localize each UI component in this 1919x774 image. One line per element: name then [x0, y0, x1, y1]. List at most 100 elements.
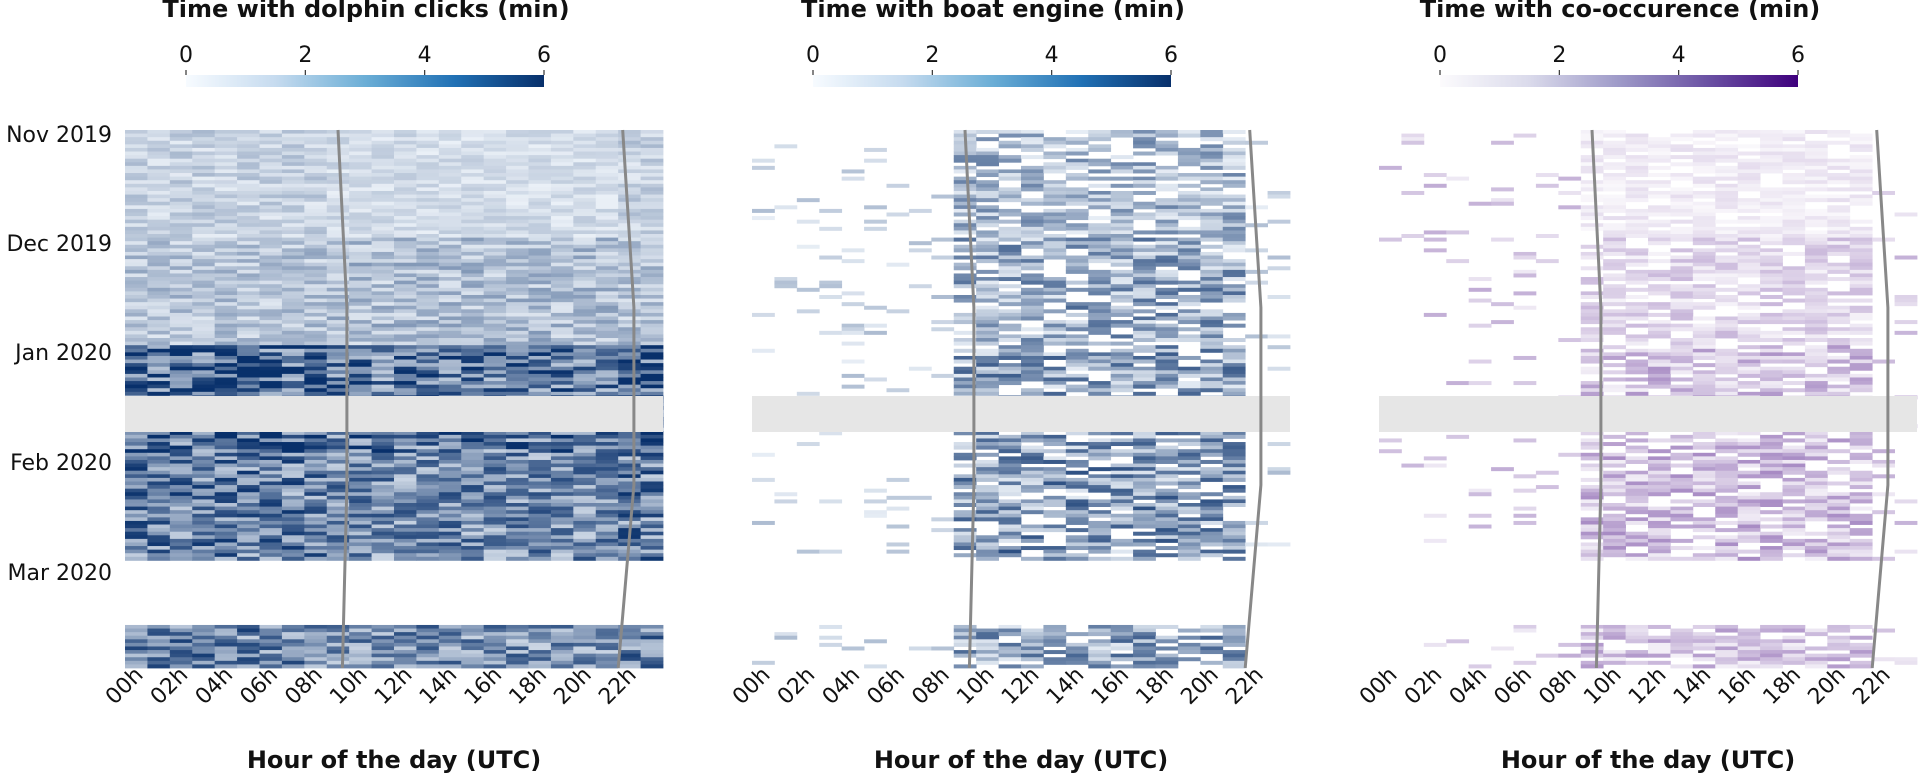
heatmap-cell [438, 155, 462, 160]
heatmap-cell [1110, 255, 1134, 260]
heatmap-cell [819, 294, 843, 299]
heatmap-cell [640, 495, 664, 500]
heatmap-cell [125, 363, 148, 368]
heatmap-cell [1177, 151, 1201, 156]
heatmap-cell [640, 223, 664, 228]
heatmap-cell [1021, 219, 1044, 224]
heatmap-cell [1088, 133, 1112, 138]
heatmap-cell [483, 320, 507, 325]
heatmap-cell [953, 244, 977, 249]
heatmap-cell [1670, 198, 1694, 203]
heatmap-cell [259, 198, 283, 203]
heatmap-cell [416, 503, 440, 507]
heatmap-cell [438, 234, 462, 238]
heatmap-cell [125, 542, 148, 547]
heatmap-cell [192, 434, 216, 439]
heatmap-cell [976, 158, 999, 163]
heatmap-cell [349, 449, 372, 454]
heatmap-cell [281, 244, 305, 249]
heatmap-cell [618, 341, 641, 346]
heatmap-cell [237, 320, 260, 325]
heatmap-cell [147, 449, 171, 454]
heatmap-cell [192, 198, 216, 203]
heatmap-cell [214, 305, 238, 310]
heatmap-cell [438, 309, 462, 314]
heatmap-cell [1715, 187, 1739, 192]
heatmap-cell [953, 492, 977, 497]
heatmap-cell [506, 330, 529, 335]
heatmap-cell [976, 388, 999, 393]
heatmap-cell [438, 445, 462, 450]
heatmap-cell [1133, 538, 1156, 543]
heatmap-cell [349, 147, 372, 152]
heatmap-cell [125, 632, 148, 637]
heatmap-cell [618, 302, 641, 307]
heatmap-cell [1065, 542, 1089, 547]
heatmap-cell [1133, 205, 1156, 210]
heatmap-cell [1155, 226, 1179, 231]
heatmap-cell [461, 151, 485, 156]
heatmap-cell [953, 180, 977, 185]
heatmap-cell [618, 495, 641, 500]
heatmap-cell [618, 180, 641, 185]
heatmap-cell [169, 176, 193, 181]
heatmap-cell [349, 664, 372, 669]
heatmap-cell [259, 259, 283, 264]
heatmap-cell [169, 556, 193, 561]
x-tick-label: 04h [818, 663, 865, 710]
heatmap-cell [573, 147, 597, 152]
heatmap-cell [326, 370, 350, 375]
heatmap-cell [573, 477, 597, 482]
heatmap-cell [550, 650, 574, 655]
heatmap-cell [483, 463, 507, 468]
heatmap-cell [640, 277, 664, 282]
heatmap-cell [237, 481, 260, 486]
heatmap-cell [304, 262, 328, 267]
heatmap-cell [998, 309, 1022, 314]
heatmap-cell [998, 503, 1022, 507]
heatmap-cell [864, 664, 887, 669]
heatmap-cell [1625, 208, 1649, 213]
heatmap-cell [1737, 151, 1761, 156]
heatmap-cell [394, 348, 417, 353]
heatmap-cell [528, 653, 552, 658]
heatmap-cell [259, 155, 283, 160]
heatmap-cell [1222, 467, 1246, 472]
heatmap-cell [1155, 294, 1179, 299]
heatmap-cell [169, 183, 193, 188]
heatmap-cell [1155, 334, 1179, 339]
heatmap-cell [1088, 524, 1112, 529]
heatmap-cell [438, 327, 462, 332]
heatmap-cell [841, 330, 865, 335]
heatmap-cell [1670, 147, 1694, 152]
heatmap-cell [1670, 212, 1694, 217]
heatmap-cell [416, 370, 440, 375]
heatmap-cell [864, 219, 887, 224]
heatmap-cell [1155, 528, 1179, 533]
heatmap-cell [192, 277, 216, 282]
heatmap-cell [841, 302, 865, 307]
heatmap-cell [640, 553, 664, 558]
heatmap-cell [281, 334, 305, 339]
heatmap-cell [394, 646, 417, 651]
heatmap-cell [169, 316, 193, 321]
heatmap-cell [438, 653, 462, 658]
heatmap-cell [304, 456, 328, 461]
heatmap-cell [506, 520, 529, 525]
heatmap-cell [528, 155, 552, 160]
heatmap-cell [214, 259, 238, 264]
heatmap-cell [169, 216, 193, 221]
heatmap-cell [1155, 456, 1179, 461]
heatmap-cell [461, 657, 485, 662]
heatmap-cell [1200, 280, 1224, 285]
heatmap-cell [125, 345, 148, 350]
heatmap-cell [506, 352, 529, 357]
heatmap-cell [998, 657, 1022, 662]
heatmap-cell [416, 452, 440, 457]
heatmap-cell [1043, 481, 1067, 486]
heatmap-cell [125, 338, 148, 343]
heatmap-cell [394, 158, 417, 163]
heatmap-cell [528, 520, 552, 525]
heatmap-cell [214, 538, 238, 543]
heatmap-cell [528, 488, 552, 493]
